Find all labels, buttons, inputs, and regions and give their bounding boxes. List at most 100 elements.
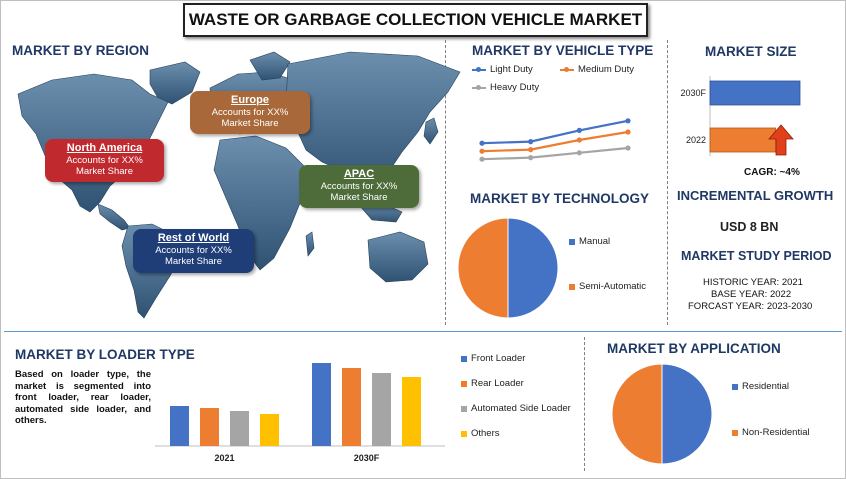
market-size-heading: MARKET SIZE — [705, 44, 797, 59]
series-point — [479, 148, 485, 154]
series-point — [576, 127, 582, 133]
legend-item-3: Others — [461, 428, 500, 439]
region-apac-line2: Market Share — [330, 192, 388, 203]
vehicle-type-heading: MARKET BY VEHICLE TYPE — [472, 43, 654, 58]
series-point — [576, 137, 582, 143]
page-title: WASTE OR GARBAGE COLLECTION VEHICLE MARK… — [183, 3, 648, 37]
bar-1-0 — [312, 363, 331, 446]
region-north-america-line2: Market Share — [75, 166, 134, 177]
series-point — [528, 147, 534, 153]
series-line-2 — [481, 146, 629, 161]
legend-swatch — [732, 429, 738, 436]
vehicle-type-chart — [479, 118, 631, 162]
legend-item-0: Light Duty — [472, 64, 533, 75]
legend-item-2: Heavy Duty — [472, 82, 539, 93]
category-label-1: 2030F — [354, 453, 380, 463]
legend-item-0: Manual — [569, 236, 610, 247]
study-period-heading: MARKET STUDY PERIOD — [681, 249, 832, 263]
legend-item-0: Front Loader — [461, 353, 525, 364]
legend-label: Semi-Automatic — [579, 281, 647, 292]
region-europe-line1: Accounts for XX% — [211, 107, 289, 118]
technology-pie — [457, 217, 559, 319]
divider-application — [584, 337, 585, 471]
pie-slice-0 — [507, 217, 559, 319]
series-point — [625, 118, 631, 124]
series-point — [528, 139, 534, 145]
bar-0-3 — [260, 414, 279, 446]
bar-1-2 — [372, 373, 391, 446]
application-pie — [611, 363, 713, 465]
bar-0-0 — [170, 406, 189, 446]
series-point — [479, 140, 485, 146]
legend-swatch — [461, 430, 467, 437]
region-rest-of-world-line2: Market Share — [164, 256, 223, 267]
region-apac-line1: Accounts for XX% — [320, 181, 398, 192]
region-north-america-name: North America — [66, 142, 143, 154]
legend-swatch — [472, 66, 486, 72]
bar-0-2 — [230, 411, 249, 446]
bar-1 — [709, 127, 777, 153]
divider-horizontal — [4, 331, 842, 332]
legend-swatch — [732, 383, 738, 390]
legend-item-1: Rear Loader — [461, 378, 524, 389]
legend-label: Manual — [579, 236, 611, 247]
region-apac-name: APAC — [343, 168, 375, 180]
historic-year: HISTORIC YEAR: 2021 — [703, 277, 803, 288]
legend-swatch — [569, 238, 575, 245]
application-heading: MARKET BY APPLICATION — [607, 341, 781, 356]
legend-item-0: Residential — [732, 381, 789, 392]
legend-item-1: Medium Duty — [560, 64, 634, 75]
bar-0-1 — [200, 408, 219, 446]
region-heading: MARKET BY REGION — [12, 43, 150, 58]
cagr-label: CAGR: ~4% — [744, 167, 800, 178]
series-line-0 — [481, 119, 629, 145]
legend-label: Medium Duty — [578, 64, 634, 75]
category-label-1: 2022 — [686, 135, 706, 145]
legend-item-1: Semi-Automatic — [569, 281, 646, 292]
legend-label: Automated Side Loader — [471, 403, 571, 414]
series-point — [576, 150, 582, 156]
legend-swatch — [560, 66, 574, 72]
series-line-1 — [481, 130, 629, 153]
category-label-0: 2030F — [680, 88, 706, 98]
divider-size — [667, 40, 668, 325]
incremental-growth-heading: INCREMENTAL GROWTH — [677, 188, 834, 203]
legend-swatch — [569, 283, 575, 290]
region-box-apac: APAC Accounts for XX% Market Share — [299, 165, 419, 208]
region-europe-name: Europe — [231, 94, 269, 106]
region-box-europe: Europe Accounts for XX% Market Share — [190, 91, 310, 134]
legend-item-2: Automated Side Loader — [461, 403, 571, 414]
bar-1-1 — [342, 368, 361, 446]
pie-slice-1 — [611, 363, 663, 465]
incremental-growth-value: USD 8 BN — [720, 220, 779, 234]
technology-heading: MARKET BY TECHNOLOGY — [470, 191, 650, 206]
region-north-america-line1: Accounts for XX% — [66, 155, 143, 166]
market-size-chart: 2030F 2022 — [680, 76, 801, 156]
region-rest-of-world-name: Rest of World — [157, 232, 230, 244]
loader-type-heading: MARKET BY LOADER TYPE — [15, 347, 195, 362]
category-label-0: 2021 — [214, 453, 234, 463]
series-point — [625, 145, 631, 151]
forecast-year: FORCAST YEAR: 2023-2030 — [688, 301, 813, 312]
loader-type-description: Based on loader type, the market is segm… — [15, 369, 151, 426]
loader-type-chart: 2021 2030F — [155, 363, 445, 463]
legend-label: Light Duty — [490, 64, 533, 75]
legend-label: Others — [471, 428, 500, 439]
series-point — [479, 156, 485, 162]
region-box-north-america: North America Accounts for XX% Market Sh… — [45, 139, 164, 182]
legend-item-1: Non-Residential — [732, 427, 810, 438]
series-point — [528, 155, 534, 161]
legend-label: Heavy Duty — [490, 82, 540, 93]
series-point — [625, 129, 631, 135]
bar-0 — [709, 80, 801, 106]
legend-swatch — [472, 84, 486, 90]
divider-region — [445, 40, 446, 325]
base-year: BASE YEAR: 2022 — [711, 289, 792, 300]
pie-slice-1 — [457, 217, 509, 319]
legend-label: Front Loader — [471, 353, 526, 364]
legend-swatch — [461, 355, 467, 362]
legend-swatch — [461, 380, 467, 387]
region-box-rest-of-world: Rest of World Accounts for XX% Market Sh… — [133, 229, 254, 273]
region-rest-of-world-line1: Accounts for XX% — [155, 245, 232, 256]
bar-1-3 — [402, 377, 421, 446]
